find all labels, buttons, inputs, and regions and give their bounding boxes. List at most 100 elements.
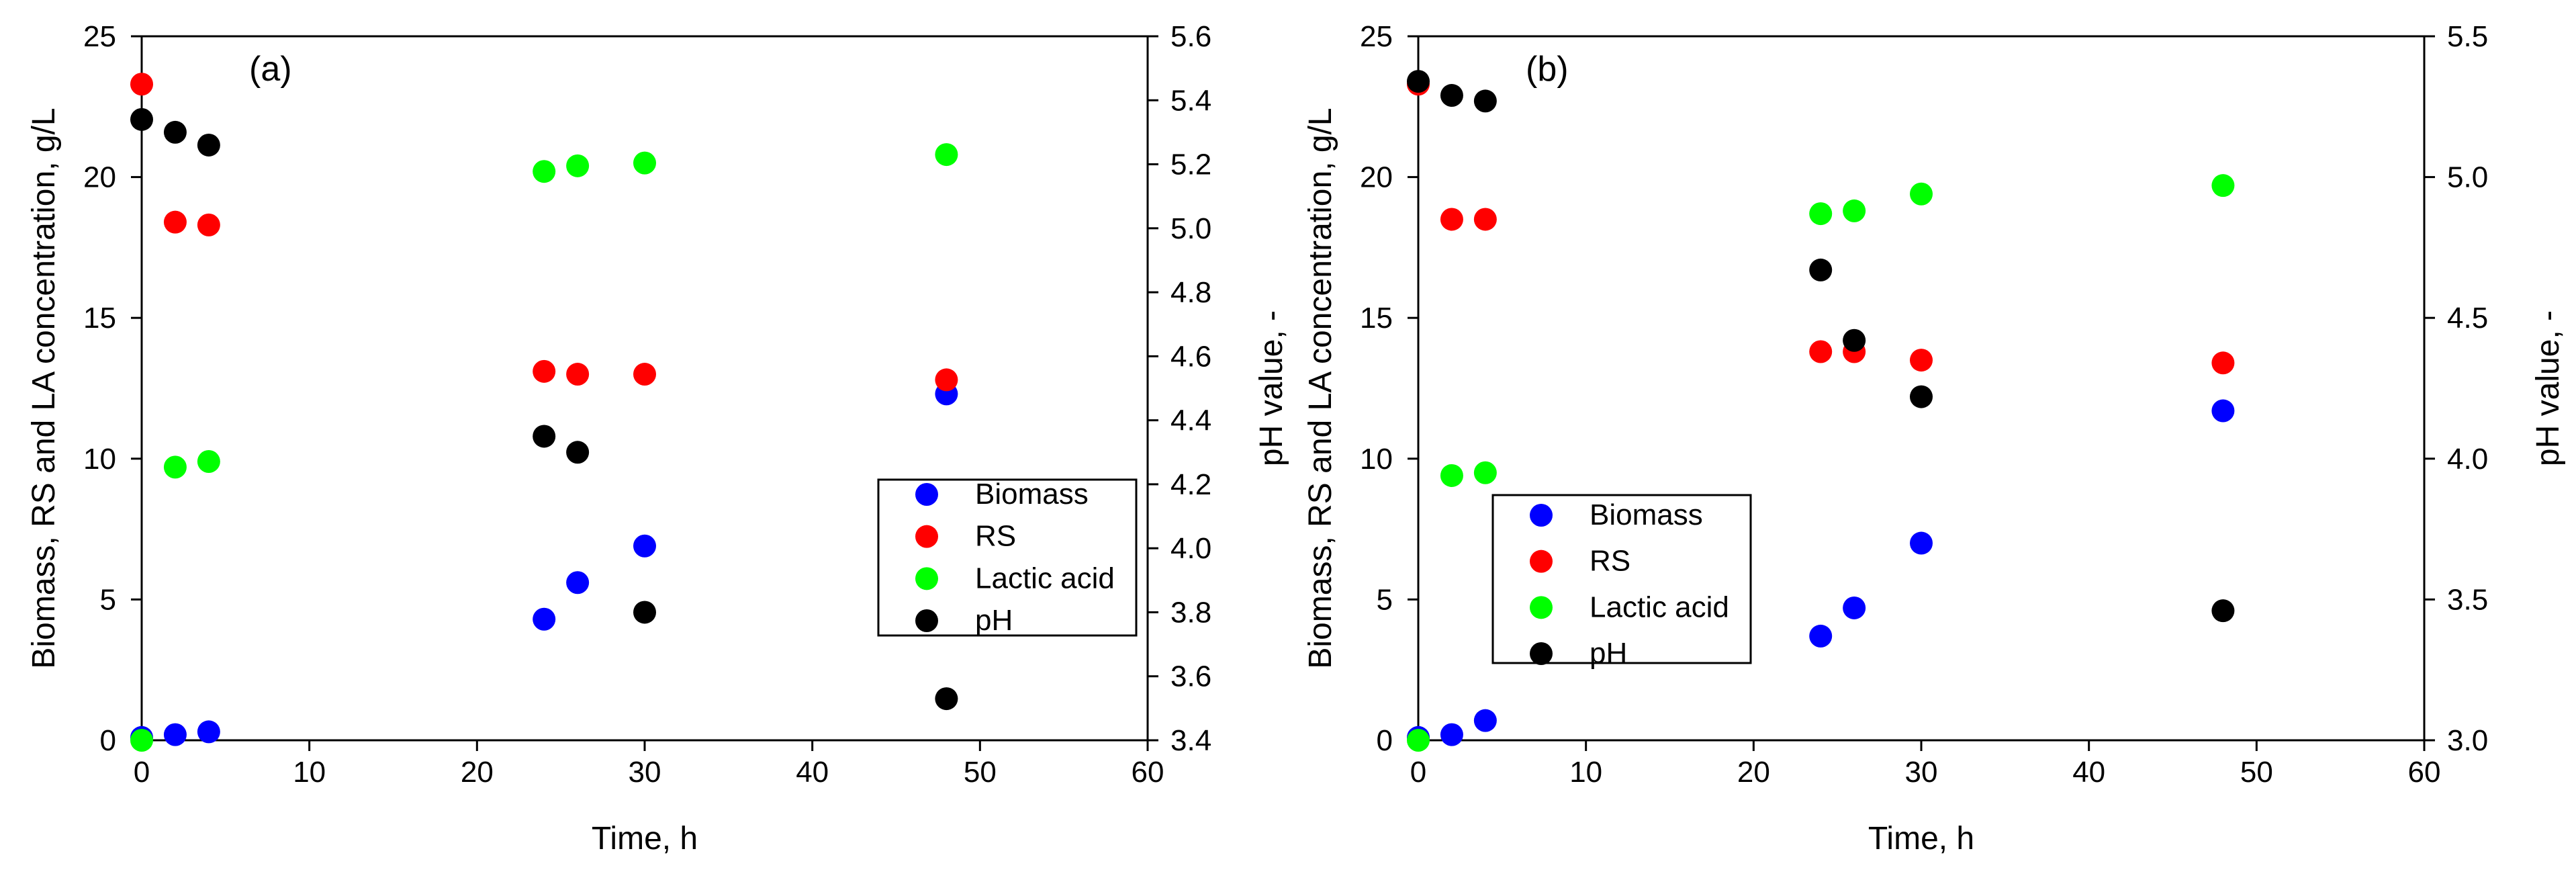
data-point (1809, 624, 1833, 648)
data-point (163, 723, 187, 746)
data-point (633, 601, 656, 624)
data-point (533, 425, 556, 448)
legend-marker (915, 609, 938, 632)
y-axis-label: Biomass, RS and LA concentration, g/L (26, 107, 62, 668)
y2-tick-label: 5.5 (2447, 20, 2488, 53)
y2-tick-label: 4.4 (1170, 404, 1211, 437)
series-ph (1407, 70, 2235, 623)
data-point (197, 449, 220, 473)
data-point (1910, 385, 1933, 408)
legend-label: Biomass (975, 478, 1089, 511)
data-point (935, 687, 958, 711)
y-tick-label: 10 (83, 443, 116, 476)
y-tick-label: 0 (100, 724, 116, 757)
y-tick-label: 0 (1377, 724, 1393, 757)
series-lactic-acid (130, 143, 958, 752)
x-tick-label: 0 (1410, 756, 1426, 789)
data-point (633, 534, 656, 558)
y2-tick-label: 3.8 (1170, 596, 1211, 629)
data-point (1809, 340, 1833, 363)
y-axis-label: Biomass, RS and LA concentration, g/L (1303, 107, 1338, 668)
x-tick-label: 60 (2408, 756, 2441, 789)
data-point (197, 213, 220, 236)
y-tick-label: 25 (83, 20, 116, 53)
y-tick-label: 15 (1360, 302, 1393, 335)
data-point (1440, 208, 1463, 231)
series-lactic-acid (1407, 174, 2235, 752)
y2-tick-label: 3.6 (1170, 660, 1211, 693)
y2-tick-label: 5.0 (1170, 212, 1211, 245)
y-tick-label: 5 (100, 583, 116, 616)
legend-box (877, 478, 1138, 637)
data-point (197, 720, 220, 744)
x-tick-label: 50 (2240, 756, 2273, 789)
legend-marker (1530, 596, 1553, 619)
y-tick-label: 10 (1360, 443, 1393, 476)
y2-tick-label: 4.6 (1170, 340, 1211, 373)
chart-panel-1: 0 10 20 30 40 50 60 0 5 10 15 20 25 3.4 3.6 3.8 4.0 4.2 4.… (26, 20, 1289, 856)
x-tick-label: 40 (796, 756, 829, 789)
legend-label: RS (1590, 545, 1630, 578)
data-point (633, 363, 656, 386)
data-point (1440, 84, 1463, 107)
legend-marker (915, 483, 938, 506)
data-point (566, 441, 590, 464)
x-axis-label: Time, h (1868, 821, 1974, 856)
data-point (533, 359, 556, 383)
y2-axis-label: pH value, - (2530, 310, 2566, 466)
data-point (935, 143, 958, 167)
data-point (1473, 89, 1497, 113)
data-point (130, 107, 153, 131)
data-point (1910, 531, 1933, 555)
data-point (130, 73, 153, 96)
y-tick-label: 25 (1360, 20, 1393, 53)
data-point (163, 120, 187, 144)
legend: Biomass RS Lactic acid pH (877, 478, 1138, 637)
x-tick-label: 10 (1569, 756, 1602, 789)
panel-label: (b) (1526, 50, 1569, 89)
data-point (163, 455, 187, 479)
y2-tick-label: 4.5 (2447, 302, 2488, 335)
x-tick-label: 40 (2072, 756, 2105, 789)
data-point (633, 151, 656, 175)
y2-tick-label: 3.5 (2447, 583, 2488, 616)
legend: Biomass RS Lactic acid pH (1491, 494, 1752, 670)
data-point (566, 571, 590, 595)
series-rs (130, 73, 958, 392)
x-tick-label: 30 (1905, 756, 1938, 789)
y-tick-label: 20 (83, 161, 116, 194)
data-point (130, 729, 153, 752)
data-point (1473, 461, 1497, 484)
data-point (197, 133, 220, 157)
y2-axis-label: pH value, - (1254, 310, 1289, 466)
y2-tick-label: 5.6 (1170, 20, 1211, 53)
legend-label: Biomass (1590, 498, 1703, 531)
data-point (1440, 723, 1463, 746)
y2-tick-label: 5.0 (2447, 161, 2488, 194)
panel-label: (a) (249, 50, 292, 89)
legend-label: Lactic acid (975, 562, 1115, 595)
data-point (1473, 208, 1497, 231)
y-tick-label: 5 (1377, 583, 1393, 616)
x-tick-label: 50 (964, 756, 997, 789)
legend-marker (1530, 504, 1553, 527)
data-point (1809, 258, 1833, 281)
legend-label: pH (975, 604, 1013, 637)
data-point (2211, 599, 2235, 623)
data-point (1843, 328, 1866, 352)
legend-marker (1530, 549, 1553, 573)
legend-marker (915, 567, 938, 590)
y2-tick-label: 4.2 (1170, 468, 1211, 501)
x-tick-label: 10 (293, 756, 326, 789)
chart-panel-2: 0 10 20 30 40 50 60 0 5 10 15 20 25 3.0 3.5 4.0 4.5 5.0 5.… (1303, 20, 2566, 856)
x-tick-label: 30 (629, 756, 661, 789)
data-point (566, 154, 590, 177)
data-point (1809, 202, 1833, 226)
series-ph (130, 107, 958, 711)
legend-marker (1530, 642, 1553, 665)
data-point (2211, 174, 2235, 197)
legend-label: RS (975, 520, 1016, 553)
y2-tick-label: 4.0 (1170, 532, 1211, 565)
legend-label: Lactic acid (1590, 590, 1729, 623)
